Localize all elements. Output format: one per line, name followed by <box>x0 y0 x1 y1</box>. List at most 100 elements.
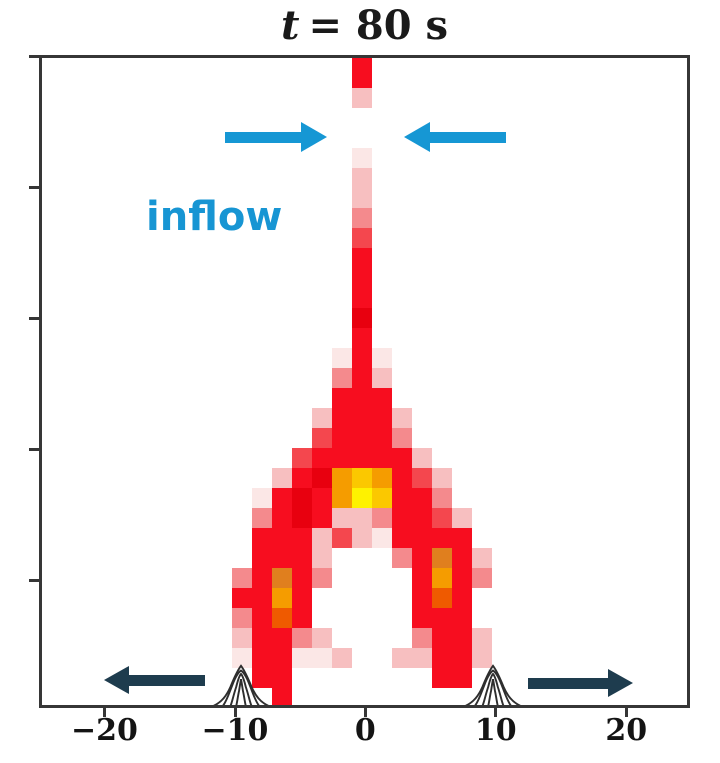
heatmap-cell <box>292 448 312 468</box>
heatmap-cell <box>272 648 292 668</box>
heatmap-cell <box>352 208 372 228</box>
heatmap-cell <box>392 488 412 508</box>
heatmap-cell <box>412 608 432 628</box>
heatmap-cell <box>272 468 292 488</box>
heatmap-cell <box>332 468 352 488</box>
heatmap-cell <box>292 528 312 548</box>
heatmap-cell <box>352 428 372 448</box>
x-axis-tick <box>494 708 498 717</box>
heatmap-cell <box>412 588 432 608</box>
heatmap-cell <box>352 368 372 388</box>
heatmap-cell <box>352 448 372 468</box>
heatmap-cell <box>412 628 432 648</box>
heatmap-cell <box>312 548 332 568</box>
heatmap-cell <box>272 688 292 705</box>
heatmap-cell <box>372 508 392 528</box>
heatmap-cell <box>292 628 312 648</box>
heatmap-cell <box>452 508 472 528</box>
heatmap-cell <box>252 588 272 608</box>
heatmap-cell <box>412 508 432 528</box>
heatmap-cell <box>352 228 372 248</box>
heatmap-cell <box>412 568 432 588</box>
heatmap-cell <box>352 248 372 268</box>
heatmap-cell <box>272 568 292 588</box>
heatmap-cell <box>412 488 432 508</box>
heatmap-cell <box>352 388 372 408</box>
heatmap-cell <box>352 488 372 508</box>
heatmap-cell <box>312 528 332 548</box>
heatmap-cell <box>352 528 372 548</box>
heatmap-cell <box>372 388 392 408</box>
source-contour-left <box>213 664 269 705</box>
x-tick-label: −20 <box>71 713 138 748</box>
heatmap-cell <box>412 448 432 468</box>
heatmap-cell <box>312 488 332 508</box>
heatmap-cell <box>412 468 432 488</box>
heatmap-cell <box>472 548 492 568</box>
heatmap-cell <box>412 648 432 668</box>
heatmap-cell <box>432 648 452 668</box>
heatmap-cell <box>252 608 272 628</box>
x-tick-label: 20 <box>605 713 648 748</box>
contour-line-3 <box>235 678 247 705</box>
contour-line-3 <box>487 678 499 705</box>
heatmap-cell <box>352 328 372 348</box>
x-tick-label: 0 <box>354 713 376 748</box>
contour-line-0 <box>465 664 521 705</box>
heatmap-cell <box>292 608 312 628</box>
heatmap-cell <box>312 448 332 468</box>
heatmap-cell <box>432 668 452 688</box>
x-axis-tick <box>233 708 237 717</box>
contour-line-2 <box>229 672 253 705</box>
heatmap-cell <box>372 488 392 508</box>
x-tick-label: 10 <box>474 713 517 748</box>
plot-area <box>39 55 690 708</box>
heatmap-cell <box>252 568 272 588</box>
heatmap-cell <box>392 448 412 468</box>
outflow-arrow-left-head <box>104 666 129 694</box>
y-axis-tick <box>29 316 39 320</box>
heatmap-cell <box>352 348 372 368</box>
heatmap-cell <box>292 548 312 568</box>
heatmap-cell <box>292 588 312 608</box>
heatmap-cell <box>372 408 392 428</box>
heatmap-cell <box>312 568 332 588</box>
heatmap-cell <box>372 368 392 388</box>
outflow-arrow-right-shaft <box>528 677 608 689</box>
x-tick-label: −10 <box>201 713 269 748</box>
heatmap-cell <box>312 628 332 648</box>
heatmap-cell <box>352 508 372 528</box>
heatmap-cell <box>272 588 292 608</box>
contour-line-1 <box>222 669 260 705</box>
heatmap-cell <box>352 408 372 428</box>
heatmap-cell <box>412 528 432 548</box>
heatmap-cell <box>472 648 492 668</box>
inflow-arrow-left-shaft <box>225 131 301 143</box>
heatmap-cell <box>352 288 372 308</box>
outflow-arrow-left-shaft <box>129 674 205 686</box>
x-axis-tick <box>103 708 106 717</box>
heatmap-cell <box>272 508 292 528</box>
heatmap-cell <box>312 408 332 428</box>
heatmap-cell <box>452 648 472 668</box>
heatmap-cell <box>452 668 472 688</box>
heatmap-cell <box>292 648 312 668</box>
heatmap-cell <box>452 548 472 568</box>
heatmap-cell <box>352 148 372 168</box>
heatmap-cell <box>332 368 352 388</box>
heatmap-cell <box>292 468 312 488</box>
heatmap-cell <box>372 448 392 468</box>
source-contour-right <box>465 664 521 705</box>
heatmap-cell <box>312 508 332 528</box>
y-axis-tick <box>29 447 39 451</box>
heatmap-cell <box>392 548 412 568</box>
heatmap-cell <box>392 408 412 428</box>
heatmap-cell <box>432 608 452 628</box>
heatmap-cell <box>252 648 272 668</box>
heatmap-cell <box>432 628 452 648</box>
heatmap-cell <box>392 508 412 528</box>
x-axis-tick <box>363 708 367 717</box>
heatmap-cell <box>352 468 372 488</box>
heatmap-cell <box>332 428 352 448</box>
